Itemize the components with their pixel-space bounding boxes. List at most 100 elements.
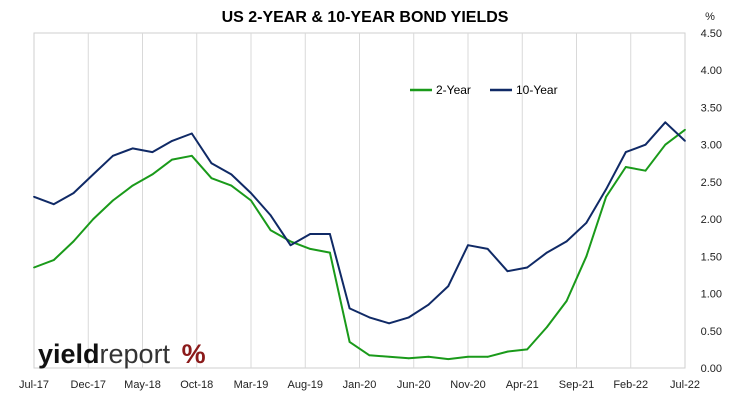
data-point [684, 140, 686, 142]
logo-text-light: report [100, 339, 171, 369]
data-point [52, 259, 55, 261]
data-point [309, 233, 312, 235]
data-point [644, 169, 647, 172]
data-point [605, 188, 607, 191]
x-tick-label: Jul-17 [19, 379, 49, 391]
data-point [151, 173, 154, 176]
data-point [112, 199, 114, 202]
data-point [368, 354, 371, 357]
series-lines [33, 121, 686, 361]
data-point [546, 326, 548, 328]
data-point [605, 195, 607, 198]
data-point [171, 140, 174, 142]
y-tick-label: 2.50 [701, 177, 722, 189]
x-tick-label: Nov-20 [450, 379, 485, 391]
data-point [72, 192, 75, 195]
data-point [388, 322, 390, 325]
data-point [210, 162, 213, 165]
data-point [565, 300, 568, 302]
x-tick-label: Oct-18 [180, 379, 213, 391]
y-axis-ticks: 0.00 0.50 1.00 1.50 2.00 2.50 3.00 3.50 4.00 4.50 [701, 28, 722, 375]
data-point [329, 233, 331, 235]
x-tick-label: Feb-22 [613, 379, 648, 391]
data-point [684, 128, 686, 131]
data-point [585, 255, 588, 258]
data-point [664, 143, 667, 146]
y-tick-label: 0.00 [701, 363, 722, 375]
data-point [112, 154, 114, 157]
data-point [72, 240, 75, 243]
data-point [33, 195, 35, 198]
data-point [388, 355, 390, 358]
svg-text:yieldreport %: yieldreport % [38, 339, 206, 369]
x-tick-label: Aug-19 [288, 379, 323, 391]
data-point [269, 229, 272, 232]
legend-label: 10-Year [516, 83, 558, 97]
x-tick-label: Apr-21 [506, 379, 539, 391]
y-tick-label: 1.00 [701, 289, 722, 301]
data-point [230, 173, 233, 176]
x-tick-label: Jun-20 [397, 379, 431, 391]
data-point [190, 132, 193, 135]
data-point [664, 121, 667, 124]
y-tick-label: 2.00 [701, 214, 722, 226]
x-tick-label: Sep-21 [559, 379, 594, 391]
data-point [565, 240, 568, 243]
data-point [585, 221, 588, 224]
x-axis-ticks: Jul-17 Dec-17 May-18 Oct-18 Mar-19 Aug-19 Jan-… [19, 379, 700, 391]
x-tick-label: Dec-17 [71, 379, 106, 391]
data-point [467, 244, 469, 247]
data-point [486, 248, 489, 250]
data-point [467, 355, 469, 358]
x-tick-label: Mar-19 [234, 379, 269, 391]
data-point [131, 147, 134, 150]
data-point [92, 173, 95, 176]
data-point [506, 350, 509, 353]
data-point [407, 316, 410, 319]
data-point [250, 199, 252, 202]
data-point [447, 285, 450, 287]
data-point [309, 248, 312, 250]
data-point [526, 348, 529, 351]
logo-text-bold: yield [38, 339, 100, 369]
data-point [171, 158, 174, 161]
chart-title: US 2-YEAR & 10-YEAR BOND YIELDS [222, 9, 509, 26]
series-line-1 [33, 121, 686, 325]
data-point [230, 184, 233, 187]
legend: 2-Year 10-Year [410, 83, 558, 97]
y-tick-label: 3.00 [701, 140, 722, 152]
data-point [348, 307, 351, 310]
y-axis-unit: % [705, 11, 715, 23]
data-point [131, 184, 134, 187]
gridlines [87, 33, 632, 368]
yieldreport-logo: yieldreport % [38, 339, 206, 369]
data-point [427, 355, 430, 358]
x-tick-label: Jan-20 [343, 379, 377, 391]
data-point [506, 270, 509, 273]
data-point [447, 358, 450, 360]
data-point [329, 251, 331, 254]
y-tick-label: 0.50 [701, 326, 722, 338]
data-point [427, 303, 430, 306]
data-point [33, 266, 35, 269]
y-tick-label: 3.50 [701, 102, 722, 114]
data-point [407, 357, 410, 360]
data-point [526, 266, 529, 269]
logo-percent-symbol: % [182, 339, 206, 369]
y-tick-label: 4.50 [701, 28, 722, 40]
x-tick-label: Jul-22 [670, 379, 700, 391]
data-point [289, 244, 292, 247]
data-point [348, 341, 351, 343]
data-point [624, 166, 627, 168]
data-point [190, 154, 193, 157]
data-point [250, 192, 252, 195]
data-point [289, 240, 292, 243]
data-point [546, 251, 548, 254]
data-point [92, 218, 95, 221]
data-point [368, 316, 371, 319]
data-point [486, 355, 489, 358]
y-tick-label: 4.00 [701, 65, 722, 77]
data-point [644, 143, 647, 146]
data-point [269, 214, 272, 217]
